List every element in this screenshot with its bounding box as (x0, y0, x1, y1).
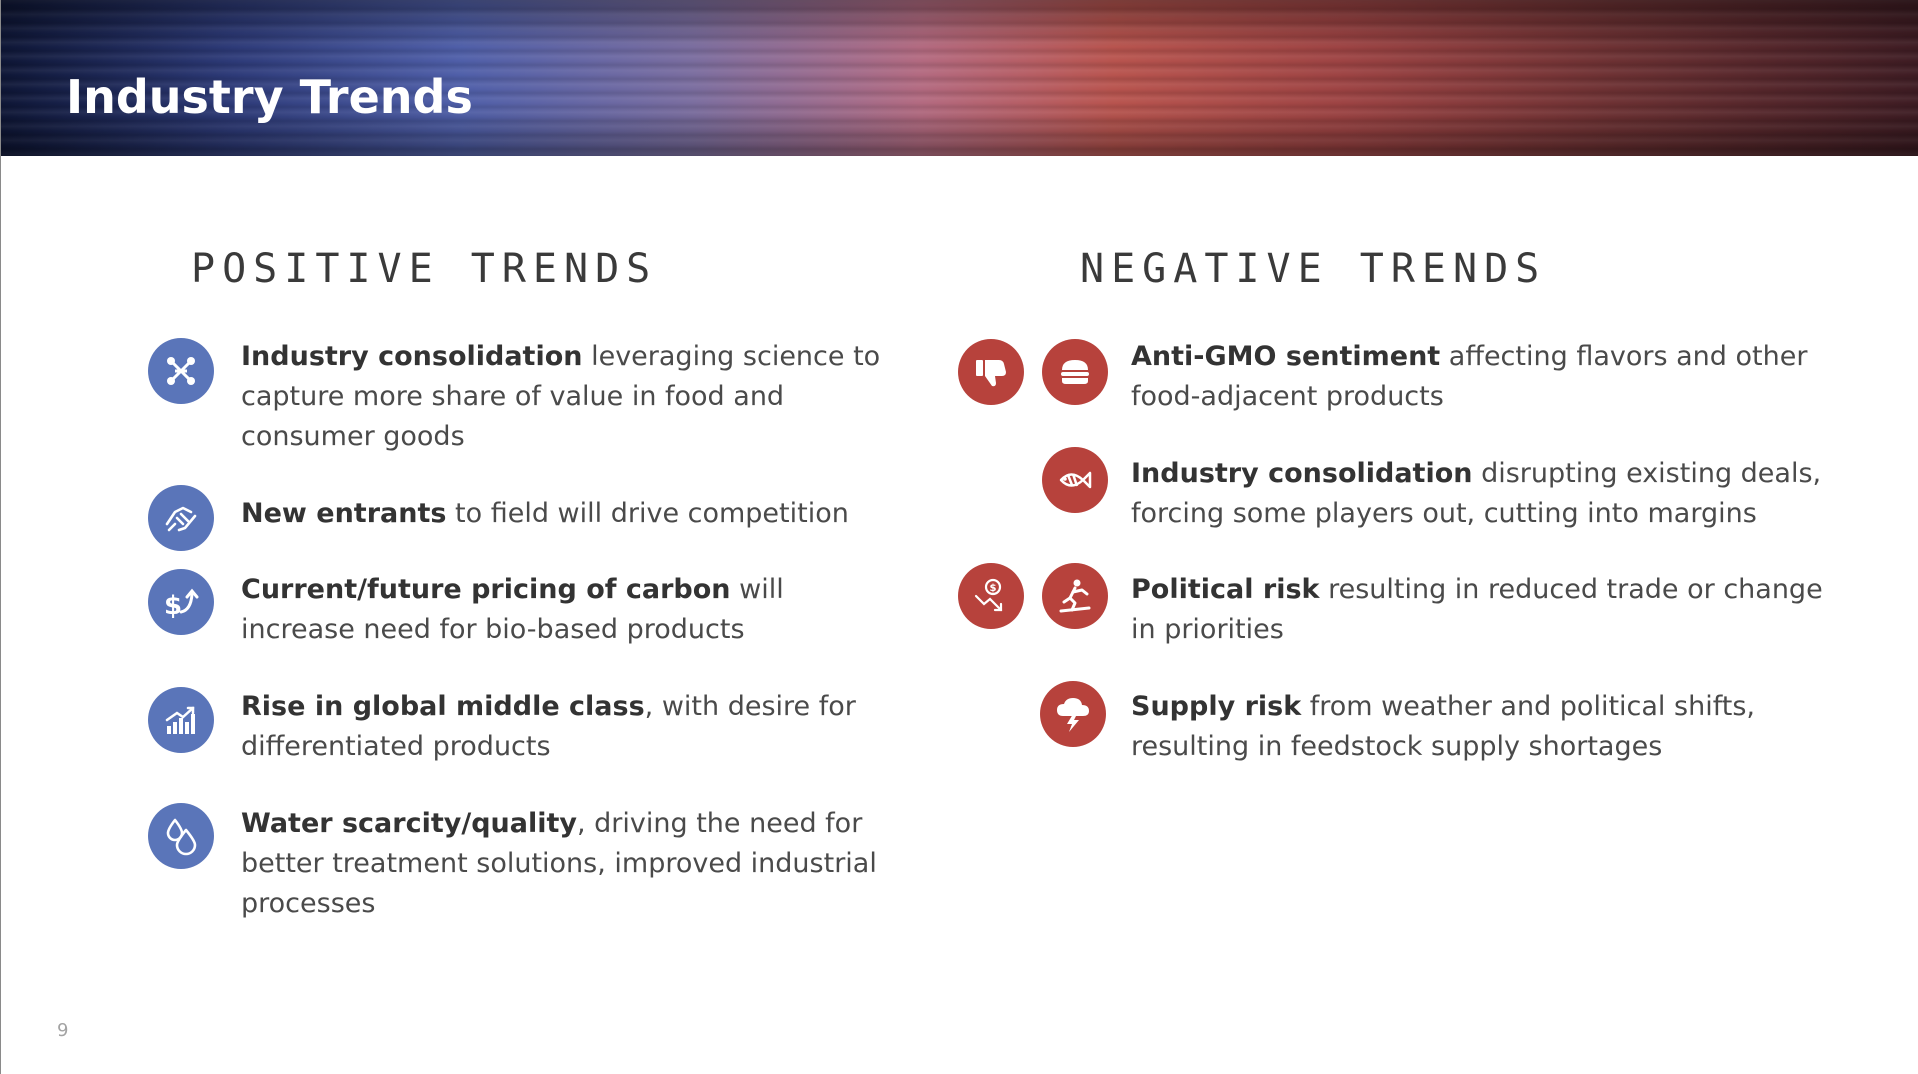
trend-text: New entrants to field will drive competi… (241, 498, 849, 529)
trend-text: Supply risk from weather and political s… (1131, 691, 1755, 762)
svg-text:$: $ (990, 583, 997, 594)
trend-text: Rise in global middle class, with desire… (241, 691, 856, 762)
page-number: 9 (57, 1020, 69, 1041)
trend-text: Current/future pricing of carbon will in… (241, 574, 784, 645)
trend-text: Industry consolidation disrupting existi… (1131, 458, 1822, 529)
growth-chart-icon (148, 687, 214, 753)
storm-cloud-icon (1040, 681, 1106, 747)
handshake-icon (148, 485, 214, 551)
water-drops-icon (148, 803, 214, 869)
page-title: Industry Trends (66, 70, 473, 124)
svg-text:$: $ (164, 591, 182, 621)
trend-text: Industry consolidation leveraging scienc… (241, 341, 881, 452)
trend-text: Water scarcity/quality, driving the need… (241, 808, 877, 919)
thumbs-down-icon (958, 339, 1024, 405)
burger-icon (1042, 339, 1108, 405)
fish-icon (1042, 447, 1108, 513)
negative-trends-heading: NEGATIVE TRENDS (1080, 246, 1547, 292)
stumbling-person-icon (1042, 563, 1108, 629)
positive-trends-heading: POSITIVE TRENDS (191, 246, 658, 292)
trend-text: Political risk resulting in reduced trad… (1131, 574, 1823, 645)
trend-text: Anti-GMO sentiment affecting flavors and… (1131, 341, 1808, 412)
dollar-arrow-icon: $ (148, 569, 214, 635)
header-banner (1, 0, 1918, 156)
network-nodes-icon (148, 338, 214, 404)
falling-dollar-icon: $ (958, 563, 1024, 629)
